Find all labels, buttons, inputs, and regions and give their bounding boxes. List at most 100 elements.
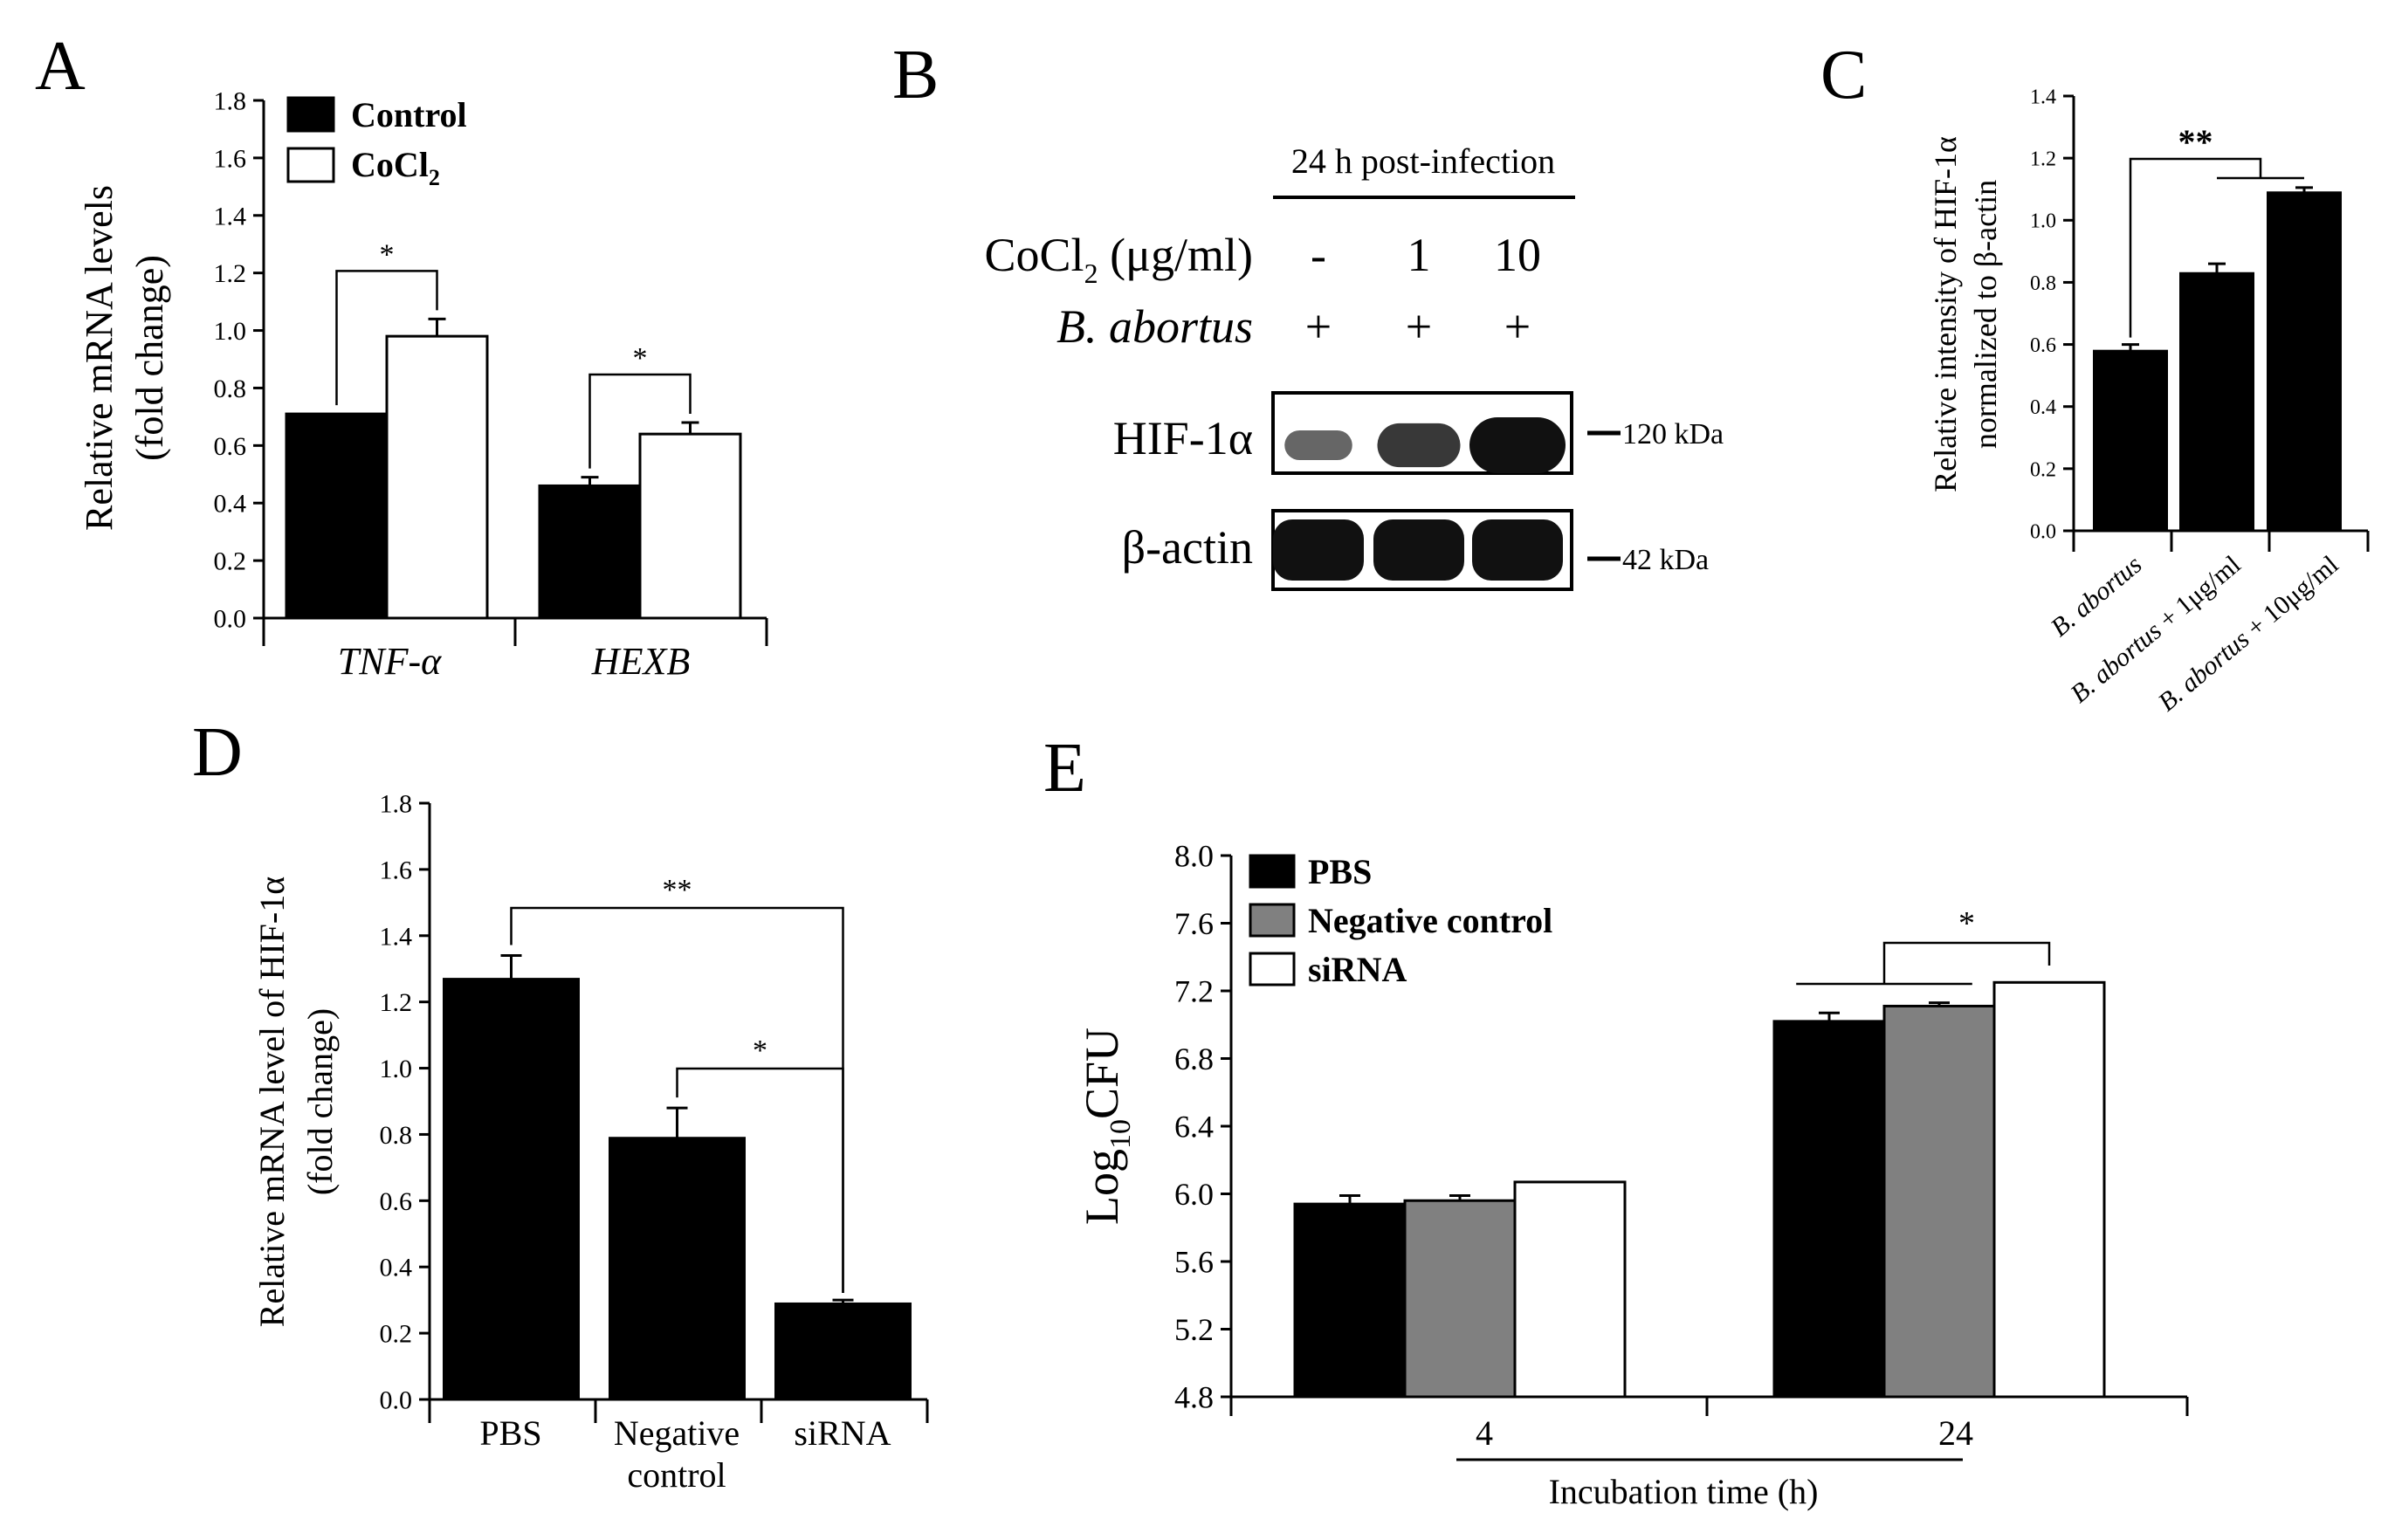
d-bar-0: [443, 978, 580, 1401]
panel-letter-e: E: [1043, 730, 1086, 807]
d-y-axis-label-line1: Relative mRNA level of HIF-1α: [252, 877, 292, 1327]
a-y-tick-label: 0.0: [214, 605, 247, 634]
c-bar-2: [2267, 191, 2342, 532]
b-infection-lane-2: +: [1406, 300, 1432, 353]
b-actin-band-lane-1: [1273, 519, 1364, 581]
b-infection-lane-3: +: [1504, 300, 1531, 353]
a-y-tick-label: 1.8: [214, 87, 247, 116]
e-y-tick-label: 5.2: [1174, 1312, 1214, 1347]
c-y-tick-label: 0.6: [2030, 334, 2056, 357]
panel-a-chart: 0.0 0.2 0.4 0.6 0.8 1.0 1.2 1.4 1.6 1.8 TNF-α HEX…: [78, 87, 768, 683]
e-category-label: 24: [1938, 1413, 1973, 1453]
d-category-label: Negative: [614, 1413, 740, 1453]
a-y-tick-label: 0.4: [214, 490, 247, 519]
d-y-tick-label: 1.6: [380, 856, 413, 884]
d-category-label: PBS: [479, 1413, 541, 1453]
d-significance-star: **: [663, 874, 692, 906]
a-y-tick-label: 0.8: [214, 375, 247, 403]
c-significance-star: **: [2178, 122, 2213, 162]
d-bar-1: [609, 1137, 746, 1400]
d-y-tick-label: 1.2: [380, 988, 413, 1017]
panel-letter-c: C: [1820, 37, 1867, 113]
b-dose-lane-3: 10: [1494, 229, 1541, 281]
c-significance-bracket: [2129, 157, 2262, 338]
d-significance-star: *: [753, 1035, 767, 1067]
e-y-tick-label: 4.8: [1174, 1380, 1214, 1415]
e-y-tick-label: 5.6: [1174, 1245, 1214, 1280]
d-y-tick-label: 0.0: [380, 1386, 413, 1415]
c-y-axis-label-line2: normalized to β-actin: [1968, 180, 2003, 449]
c-y-tick-label: 0.2: [2030, 458, 2056, 481]
d-category-label: siRNA: [794, 1413, 891, 1453]
e-bar-2-0: [1513, 1180, 1627, 1399]
c-bar-1: [2179, 272, 2254, 532]
d-significance-bracket: [676, 1067, 844, 1293]
b-infection-lane-1: +: [1305, 300, 1332, 353]
a-y-tick-label: 1.0: [214, 317, 247, 346]
e-bar-1-1: [1882, 1004, 1996, 1399]
b-timepoint-label: 24 h post-infection: [1291, 141, 1555, 181]
c-category-label: B. abortus: [2046, 550, 2148, 643]
a-bar-cocl2-0: [385, 334, 489, 620]
d-y-tick-label: 0.8: [380, 1121, 413, 1150]
a-y-tick-label: 1.4: [214, 202, 247, 230]
e-y-tick-label: 7.6: [1174, 906, 1214, 941]
b-hif-band-lane-3: [1469, 417, 1566, 473]
b-cocl2-row-label: CoCl2 (μg/ml): [985, 229, 1253, 289]
b-actin-row-label: β-actin: [1122, 521, 1253, 574]
b-dose-lane-1: -: [1311, 229, 1326, 281]
e-y-axis-label: Log10CFU: [1076, 1028, 1137, 1225]
c-y-axis-label-line1: Relative intensity of HIF-1α: [1928, 136, 1963, 492]
panel-b-western-blot: 24 h post-infection CoCl2 (μg/ml) B. abo…: [985, 141, 1724, 591]
a-y-tick-label: 1.6: [214, 144, 247, 173]
c-bar-0: [2093, 349, 2168, 532]
a-legend-label-cocl2: CoCl2: [351, 145, 440, 190]
e-y-tick-label: 7.2: [1174, 974, 1214, 1009]
d-category-label: control: [627, 1455, 726, 1495]
a-significance-bracket: [588, 373, 692, 469]
d-y-tick-label: 1.0: [380, 1055, 413, 1083]
a-significance-star: *: [633, 342, 648, 375]
d-y-tick-label: 1.8: [380, 790, 413, 819]
e-legend-label-sirna: siRNA: [1308, 950, 1407, 989]
e-y-tick-label: 6.4: [1174, 1110, 1214, 1145]
e-bar-0-1: [1772, 1020, 1886, 1399]
d-y-tick-label: 1.4: [380, 922, 413, 951]
panel-e-chart: 4.8 5.2 5.6 6.0 6.4 6.8 7.2 7.6 8.0 4 24 Incubat…: [1076, 839, 2189, 1511]
b-hif-row-label: HIF-1α: [1113, 412, 1253, 464]
e-legend-swatch-pbs: [1249, 854, 1296, 889]
b-dose-lane-2: 1: [1407, 229, 1431, 281]
a-y-tick-label: 0.6: [214, 432, 247, 461]
b-actin-band-lane-3: [1472, 519, 1563, 581]
e-category-label: 4: [1476, 1413, 1493, 1453]
c-category-label: B. abortus + 10μg/ml: [2153, 550, 2344, 717]
e-significance-star: *: [1958, 905, 1975, 942]
b-hif-band-lane-1: [1284, 430, 1352, 461]
a-y-tick-label: 0.2: [214, 547, 247, 576]
b-actin-band-lane-2: [1373, 519, 1464, 581]
a-significance-star: *: [380, 238, 395, 271]
e-bar-0-0: [1293, 1202, 1407, 1399]
e-legend-label-negative-control: Negative control: [1308, 901, 1552, 940]
a-category-label: HEXB: [591, 640, 690, 683]
b-species-row-label: B. abortus: [1056, 300, 1253, 353]
panel-letter-d: D: [192, 714, 243, 791]
c-y-tick-label: 0.0: [2030, 520, 2056, 543]
c-y-tick-label: 0.8: [2030, 272, 2056, 295]
d-y-axis-label-line2: (fold change): [300, 1008, 340, 1195]
a-y-axis-label-line1: Relative mRNA levels: [78, 185, 120, 531]
b-hif-marker-label: 120 kDa: [1622, 418, 1724, 450]
b-hif-band-lane-2: [1377, 423, 1461, 468]
e-y-tick-label: 6.8: [1174, 1042, 1214, 1076]
a-legend-swatch-control: [286, 96, 335, 133]
e-bar-2-1: [1992, 980, 2106, 1399]
a-significance-bracket: [335, 270, 438, 406]
e-legend-swatch-sirna: [1249, 952, 1296, 987]
a-bar-cocl2-1: [638, 432, 742, 620]
e-bar-1-0: [1403, 1199, 1517, 1399]
panel-letter-b: B: [892, 37, 939, 113]
e-y-tick-label: 6.0: [1174, 1177, 1214, 1212]
c-y-tick-label: 1.0: [2030, 210, 2056, 233]
d-y-tick-label: 0.6: [380, 1187, 413, 1216]
